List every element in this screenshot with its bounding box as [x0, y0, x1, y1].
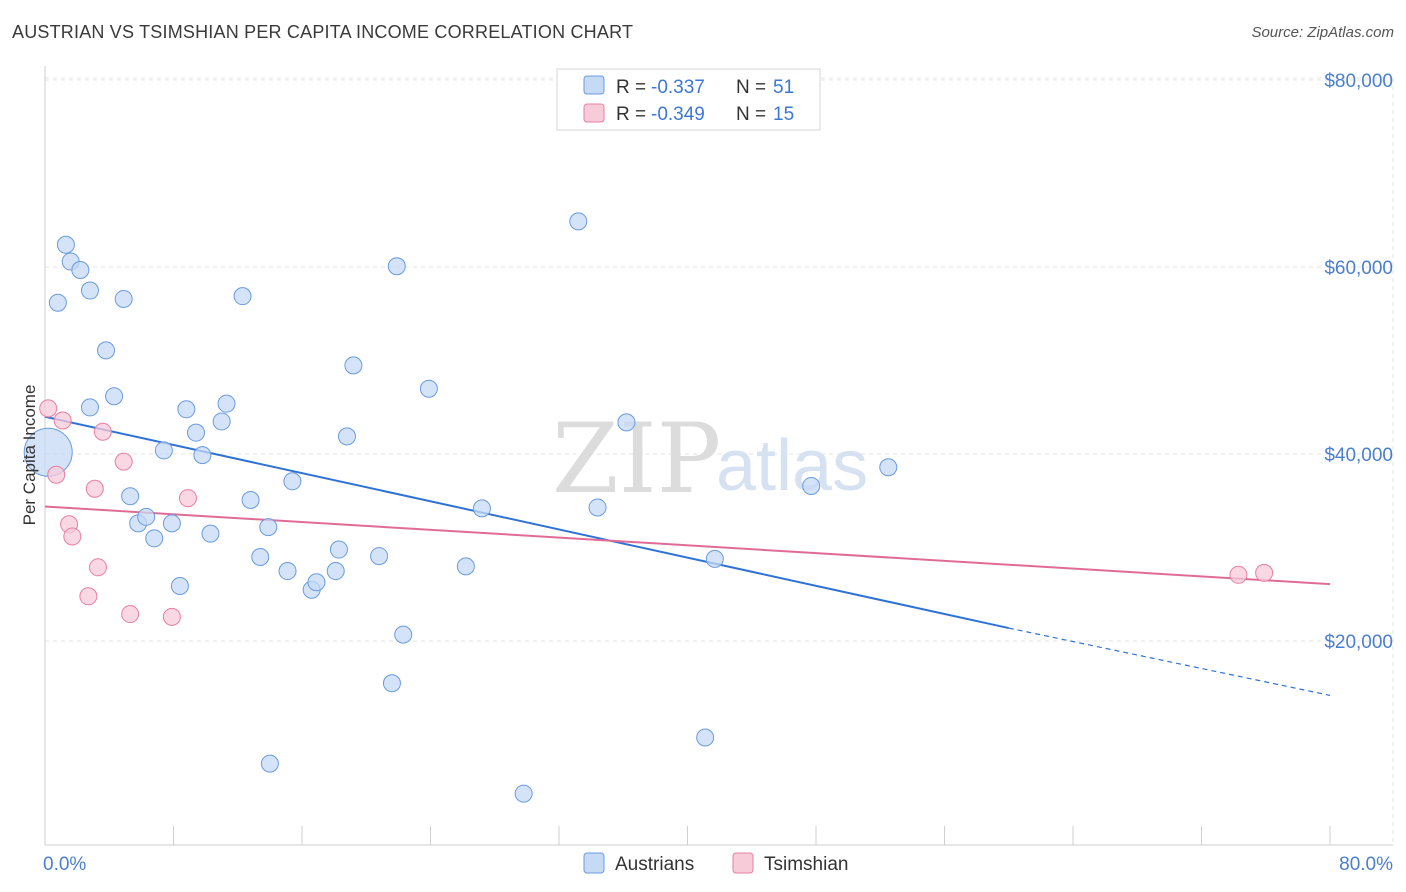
- austrian-point: [56, 235, 75, 254]
- austrian-point: [80, 281, 99, 300]
- austrian-point: [121, 487, 140, 506]
- austrian-point: [329, 540, 348, 559]
- tsimshian-point: [1255, 563, 1274, 582]
- austrian-point: [472, 499, 491, 518]
- tsimshian-point: [178, 489, 197, 508]
- austrian-point: [419, 379, 438, 398]
- austrian-point: [137, 507, 156, 526]
- tsimshian-point: [93, 422, 112, 441]
- austrian-point: [260, 754, 279, 773]
- austrian-point: [344, 356, 363, 375]
- austrian-point: [696, 728, 715, 747]
- legend-r-label-tsimshian: R =: [616, 104, 646, 125]
- y-tick-label: $20,000: [1324, 632, 1393, 653]
- y-tick-label: $80,000: [1324, 71, 1393, 92]
- austrian-point: [48, 293, 67, 312]
- x-tick-label: 80.0%: [1339, 854, 1393, 875]
- bottom-legend-swatch-tsimshian: [732, 852, 754, 874]
- stats-legend: R = -0.337 N = 51 R = -0.349 N = 15: [556, 68, 821, 131]
- austrian-point: [259, 518, 278, 537]
- austrian-point: [105, 387, 124, 406]
- legend-swatch-tsimshian: [583, 103, 605, 123]
- legend-n-value-austrians: 51: [773, 77, 794, 98]
- legend-r-label-austrians: R =: [616, 77, 646, 98]
- legend-r-value-austrians: -0.337: [651, 77, 705, 98]
- austrian-point: [193, 446, 212, 465]
- austrian-point: [588, 498, 607, 517]
- austrian-point: [337, 427, 356, 446]
- tsimshian-point: [121, 605, 140, 624]
- x-tick-label: 0.0%: [43, 854, 86, 875]
- tsimshian-point: [47, 465, 66, 484]
- austrian-point: [283, 472, 302, 491]
- austrian-point: [212, 412, 231, 431]
- series-legend: Austrians Tsimshian: [583, 852, 848, 875]
- austrian-point: [382, 674, 401, 693]
- austrian-point: [514, 784, 533, 803]
- austrian-point: [217, 394, 236, 413]
- legend-n-value-tsimshian: 15: [773, 104, 794, 125]
- austrian-point: [201, 524, 220, 543]
- austrian-point: [879, 458, 898, 477]
- tsimshian-point: [63, 527, 82, 546]
- tsimshian-point: [89, 558, 108, 577]
- legend-n-label-tsimshian: N =: [736, 104, 766, 125]
- austrian-point: [154, 441, 173, 460]
- bottom-legend-label-tsimshian: Tsimshian: [764, 854, 848, 875]
- x-tick-labels: 0.0% 80.0%: [43, 854, 1393, 875]
- tsimshian-trend-line: [44, 505, 1331, 586]
- austrian-point: [456, 557, 475, 576]
- austrian-point: [80, 398, 99, 417]
- austrian-point: [569, 212, 588, 231]
- austrian-point: [241, 490, 260, 509]
- austrian-point: [145, 529, 164, 548]
- austrian-point: [387, 257, 406, 276]
- data-points: [23, 212, 1274, 803]
- austrian-point: [162, 514, 181, 533]
- y-tick-label: $40,000: [1324, 445, 1393, 466]
- austrian-point: [170, 577, 189, 596]
- bottom-legend-swatch-austrians: [583, 852, 605, 874]
- tsimshian-point: [114, 452, 133, 471]
- austrian-point: [71, 260, 90, 279]
- watermark-atlas: atlas: [716, 426, 868, 506]
- austrian-point: [97, 341, 116, 360]
- bottom-legend-label-austrians: Austrians: [615, 854, 694, 875]
- austrian-point: [705, 549, 724, 568]
- legend-swatch-austrians: [583, 75, 605, 95]
- austrian-point: [326, 562, 345, 581]
- austrian-point: [617, 413, 636, 432]
- austrian-point: [233, 287, 252, 306]
- tsimshian-point: [53, 411, 72, 430]
- austrian-point: [177, 400, 196, 419]
- austrian-point: [251, 548, 270, 567]
- austrian-trend-extension: [1008, 627, 1331, 696]
- austrian-point: [394, 625, 413, 644]
- tsimshian-point: [162, 607, 181, 626]
- y-tick-label: $60,000: [1324, 258, 1393, 279]
- austrian-point: [186, 423, 205, 442]
- austrian-point: [278, 562, 297, 581]
- tsimshian-point: [1229, 565, 1248, 584]
- chart-title: AUSTRIAN VS TSIMSHIAN PER CAPITA INCOME …: [12, 22, 634, 42]
- tsimshian-point: [79, 587, 98, 606]
- tsimshian-point: [39, 399, 58, 418]
- austrian-point: [370, 547, 389, 566]
- watermark: ZIP atlas: [552, 403, 868, 515]
- watermark-zip: ZIP: [552, 403, 721, 515]
- legend-n-label-austrians: N =: [736, 77, 766, 98]
- austrian-point: [307, 573, 326, 592]
- legend-r-value-tsimshian: -0.349: [651, 104, 705, 125]
- austrian-point: [114, 289, 133, 308]
- tsimshian-point: [85, 479, 104, 498]
- y-axis-label: Per Capita Income: [20, 385, 39, 526]
- austrian-point: [802, 476, 821, 495]
- source-label: Source: ZipAtlas.com: [1251, 24, 1394, 41]
- y-tick-labels: $20,000 $40,000 $60,000 $80,000: [1324, 71, 1393, 653]
